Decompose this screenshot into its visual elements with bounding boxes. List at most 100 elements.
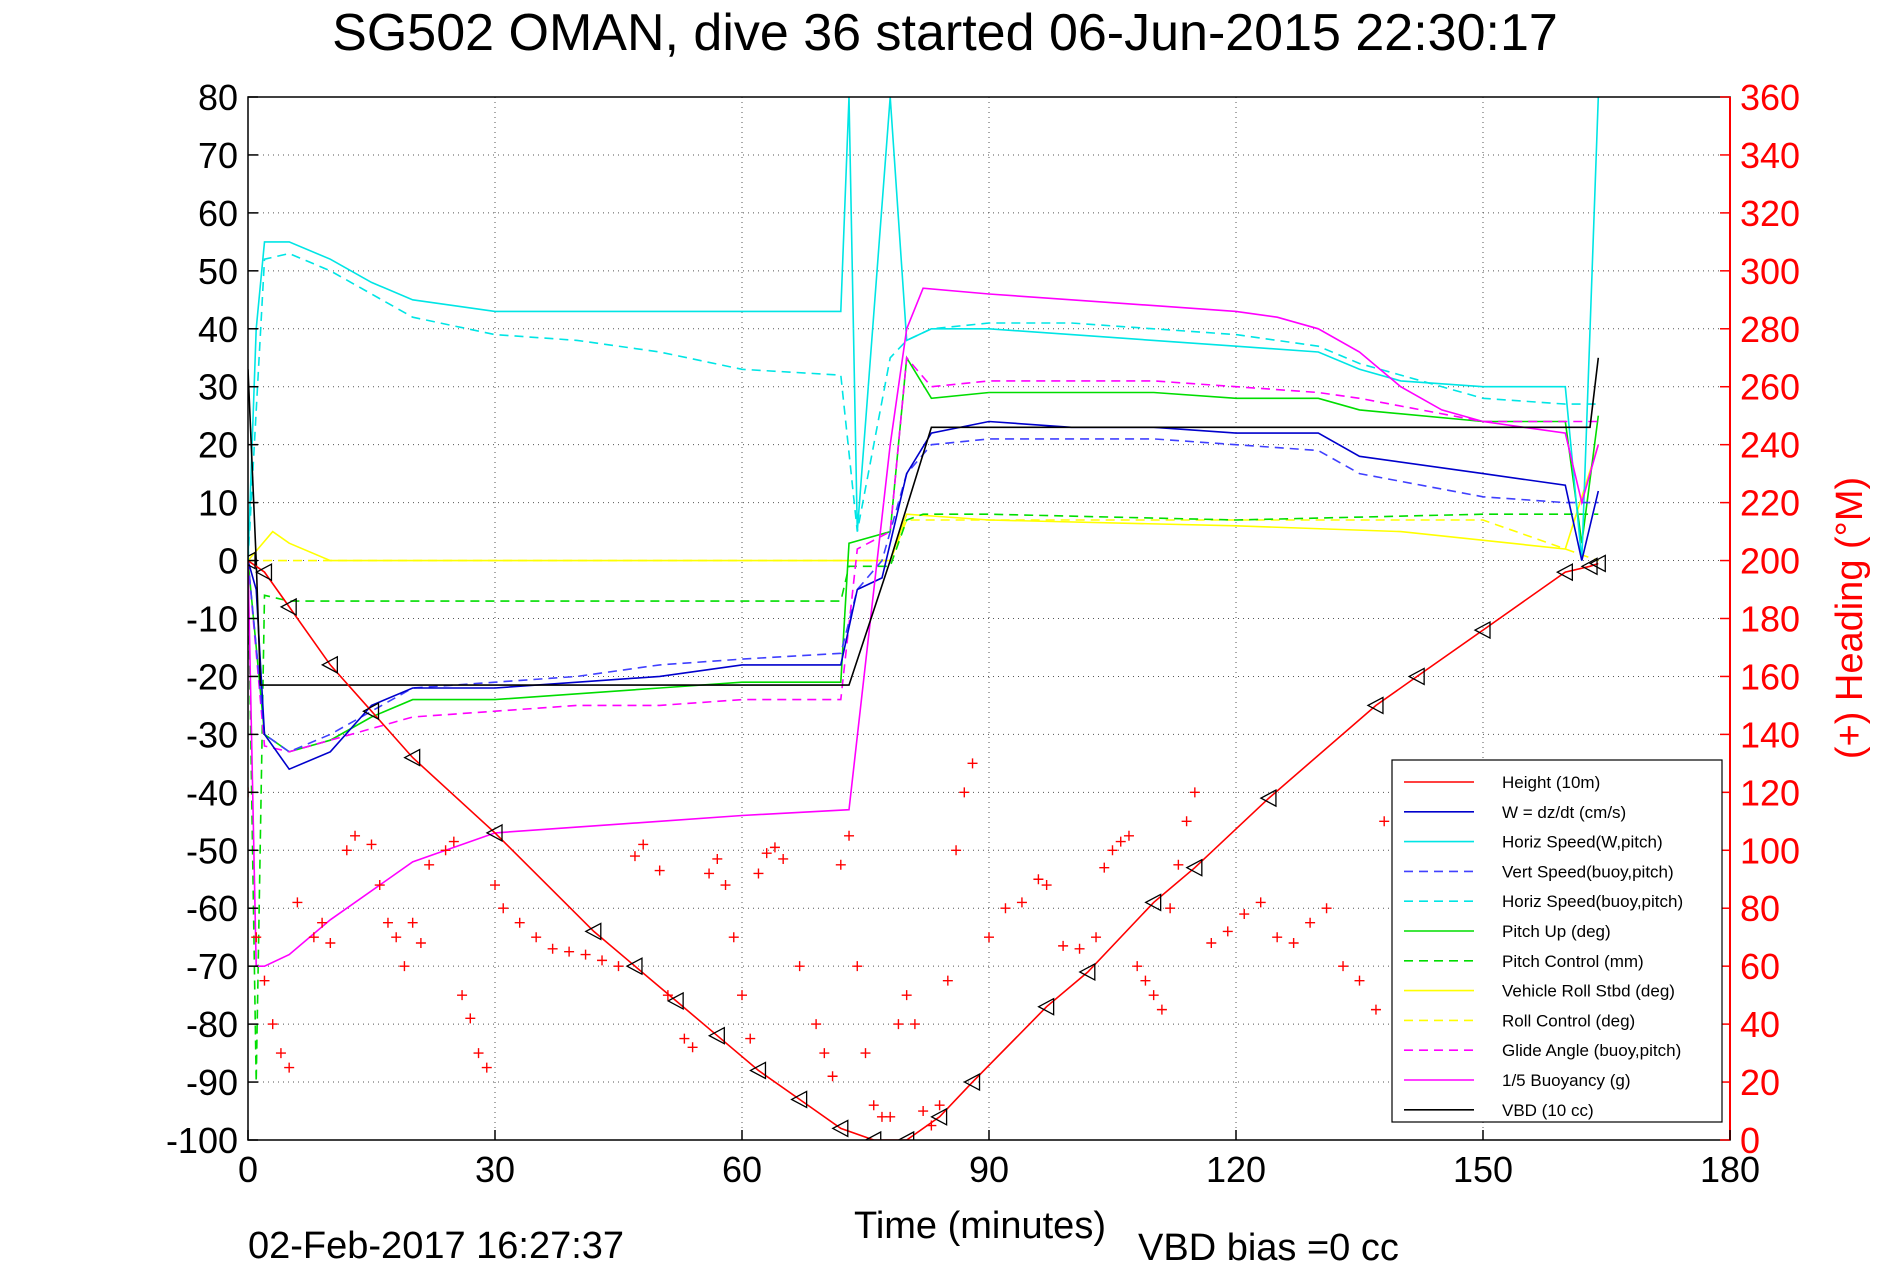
x-tick-label: 0 — [238, 1149, 258, 1190]
y2-tick-label: 200 — [1740, 541, 1800, 582]
heading-point — [448, 836, 459, 847]
y2-tick-label: 60 — [1740, 946, 1780, 987]
heading-point — [1272, 932, 1283, 943]
height-marker — [1259, 789, 1277, 808]
legend: Height (10m) W = dz/dt (cm/s) Horiz Speed(… — [1391, 759, 1723, 1123]
series-line — [248, 559, 1599, 1140]
right-axis-label: (+) Heading (°M) — [1829, 477, 1871, 759]
y-tick-label: 10 — [198, 483, 238, 524]
heading-point — [597, 955, 608, 966]
height-marker — [485, 823, 503, 842]
series-line — [248, 357, 1600, 686]
y-tick-label: 20 — [198, 425, 238, 466]
height-marker — [403, 748, 421, 767]
heading-point — [704, 868, 715, 879]
heading-point — [769, 842, 780, 853]
heading-point — [613, 961, 624, 972]
heading-point — [350, 830, 361, 841]
heading-point — [267, 1019, 278, 1030]
legend-label: Roll Control (deg) — [1502, 1011, 1635, 1030]
heading-point — [440, 845, 451, 856]
series-layer — [248, 97, 1606, 1140]
heading-point — [662, 990, 673, 1001]
heading-point — [1305, 917, 1316, 928]
y2-tick-label: 100 — [1740, 830, 1800, 871]
heading-point — [399, 961, 410, 972]
heading-point — [1148, 990, 1159, 1001]
heading-point — [341, 845, 352, 856]
heading-point — [794, 961, 805, 972]
series-9 — [248, 355, 1599, 753]
heading-point — [1379, 816, 1390, 827]
series-4 — [248, 252, 1599, 561]
height-marker — [831, 1119, 849, 1138]
heading-point — [1338, 961, 1349, 972]
heading-point — [1370, 1004, 1381, 1015]
heading-point — [1321, 903, 1332, 914]
heading-point — [1165, 903, 1176, 914]
y-tick-label: -90 — [186, 1062, 238, 1103]
series-8 — [248, 519, 1599, 562]
heading-point — [654, 865, 665, 876]
series-3 — [248, 438, 1599, 753]
y2-tick-label: 80 — [1740, 888, 1780, 929]
heading-point — [292, 897, 303, 908]
heading-point — [737, 990, 747, 1001]
series-line — [248, 438, 1599, 753]
height-marker — [930, 1107, 948, 1126]
heading-point — [317, 917, 328, 928]
heading-point — [951, 845, 962, 856]
heading-point — [712, 853, 723, 864]
height-marker — [320, 655, 338, 674]
legend-label: Glide Angle (buoy,pitch) — [1502, 1041, 1681, 1060]
series-line — [248, 287, 1600, 968]
y-tick-label: -70 — [186, 946, 238, 987]
heading-point — [284, 1062, 295, 1073]
heading-point — [827, 1071, 838, 1082]
y2-tick-label: 240 — [1740, 425, 1800, 466]
heading-point — [490, 880, 500, 891]
heading-point — [1016, 897, 1027, 908]
legend-box — [1391, 759, 1723, 1123]
heading-point — [498, 903, 509, 914]
heading-point — [275, 1048, 286, 1059]
timestamp: 02-Feb-2017 16:27:37 — [248, 1225, 624, 1262]
heading-point — [1354, 975, 1365, 986]
y-tick-label: -30 — [186, 714, 238, 755]
y2-tick-label: 340 — [1740, 135, 1800, 176]
heading-point — [984, 932, 994, 943]
y-tick-label: -20 — [186, 656, 238, 697]
heading-point — [325, 937, 336, 948]
series-5 — [248, 355, 1600, 753]
heading-point — [1156, 1004, 1167, 1015]
left-axis: 80 70 60 50 40 30 20 10 0 -10 -20 -30 -40 -50 -60 -70 -8… — [166, 77, 258, 1161]
heading-point — [1074, 943, 1085, 954]
x-axis-label: Time (minutes) — [854, 1205, 1106, 1247]
x-tick-label: 150 — [1453, 1149, 1513, 1190]
heading-point — [761, 848, 772, 859]
height-marker — [707, 1026, 725, 1045]
height-marker — [255, 563, 273, 582]
series-line — [248, 97, 1600, 561]
height-marker — [1473, 621, 1491, 640]
series-line — [248, 519, 1599, 562]
legend-label: VBD (10 cc) — [1502, 1101, 1594, 1120]
heading-point — [481, 1062, 492, 1073]
height-marker — [790, 1090, 808, 1109]
y2-tick-label: 0 — [1740, 1120, 1760, 1161]
height-marker — [362, 702, 380, 721]
heading-point — [457, 990, 468, 1001]
y2-tick-label: 300 — [1740, 251, 1800, 292]
heading-point — [1222, 926, 1233, 937]
y-tick-label: -50 — [186, 830, 238, 871]
heading-point — [1041, 880, 1052, 891]
heading-point — [967, 758, 978, 769]
heading-point — [893, 1019, 904, 1030]
series-line — [248, 355, 1599, 753]
y2-tick-label: 120 — [1740, 772, 1800, 813]
y2-tick-label: 320 — [1740, 193, 1800, 234]
heading-point — [391, 932, 402, 943]
heading-point — [860, 1048, 871, 1059]
series-2 — [248, 97, 1600, 561]
heading-point — [1255, 897, 1266, 908]
